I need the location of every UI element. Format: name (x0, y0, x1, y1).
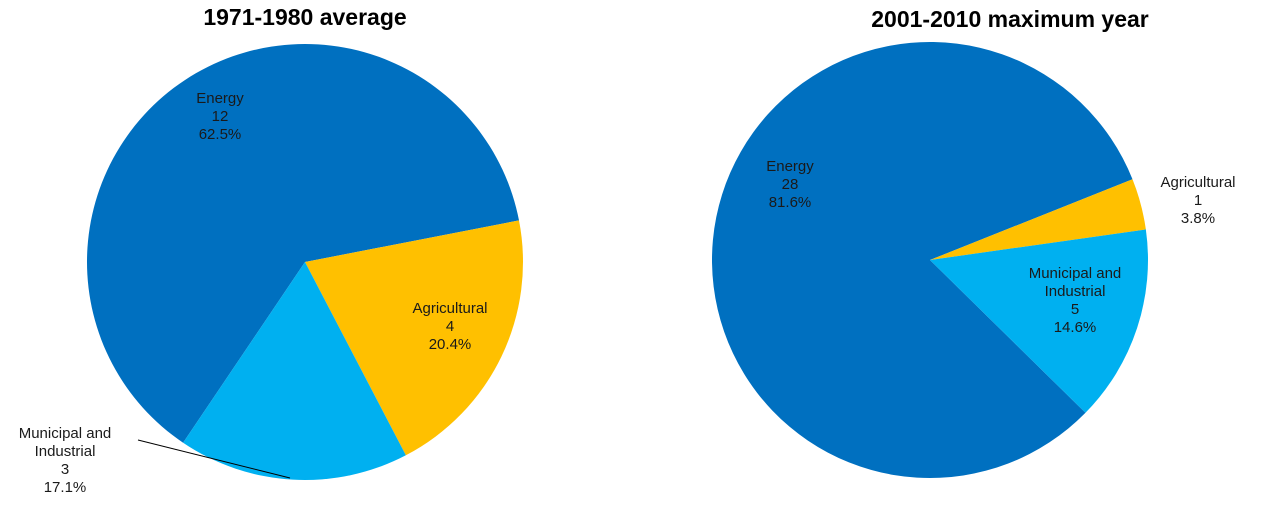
slice-label: Energy 28 81.6% (730, 158, 850, 212)
amount-label: 5 (1070, 301, 1080, 318)
chart-title: 2001-2010 maximum year (871, 6, 1149, 32)
slice-label: Energy 12 62.5% (160, 90, 280, 144)
category-label: Municipal and Industrial (1028, 265, 1122, 300)
amount-label: 12 (211, 108, 229, 125)
percent-label: 3.8% (1180, 210, 1216, 227)
category-label: Energy (766, 158, 814, 175)
percent-label: 17.1% (43, 479, 87, 496)
percent-label: 20.4% (428, 336, 472, 353)
pie-slice (183, 262, 406, 480)
amount-label: 4 (445, 318, 455, 335)
category-label: Municipal and Industrial (18, 425, 112, 460)
percent-label: 62.5% (198, 126, 242, 143)
amount-label: 28 (781, 176, 799, 193)
category-label: Agricultural (412, 300, 488, 317)
pie-slice (930, 179, 1146, 260)
pie-slice (711, 42, 1133, 479)
slice-label: Agricultural 4 20.4% (390, 300, 510, 354)
pie-slice (86, 43, 519, 443)
amount-label: 3 (60, 461, 70, 478)
slice-label: Municipal and Industrial 3 17.1% (0, 425, 135, 497)
percent-label: 81.6% (768, 194, 812, 211)
category-label: Energy (196, 90, 244, 107)
pie-slice (305, 220, 523, 456)
category-label: Agricultural (1160, 174, 1236, 191)
slice-label: Agricultural 1 3.8% (1138, 174, 1258, 228)
leader-line (137, 439, 291, 479)
percent-label: 14.6% (1053, 319, 1097, 336)
slice-label: Municipal and Industrial 5 14.6% (1005, 265, 1145, 337)
pie-slice (930, 229, 1148, 413)
chart-title: 1971-1980 average (203, 4, 407, 30)
amount-label: 1 (1193, 192, 1203, 209)
